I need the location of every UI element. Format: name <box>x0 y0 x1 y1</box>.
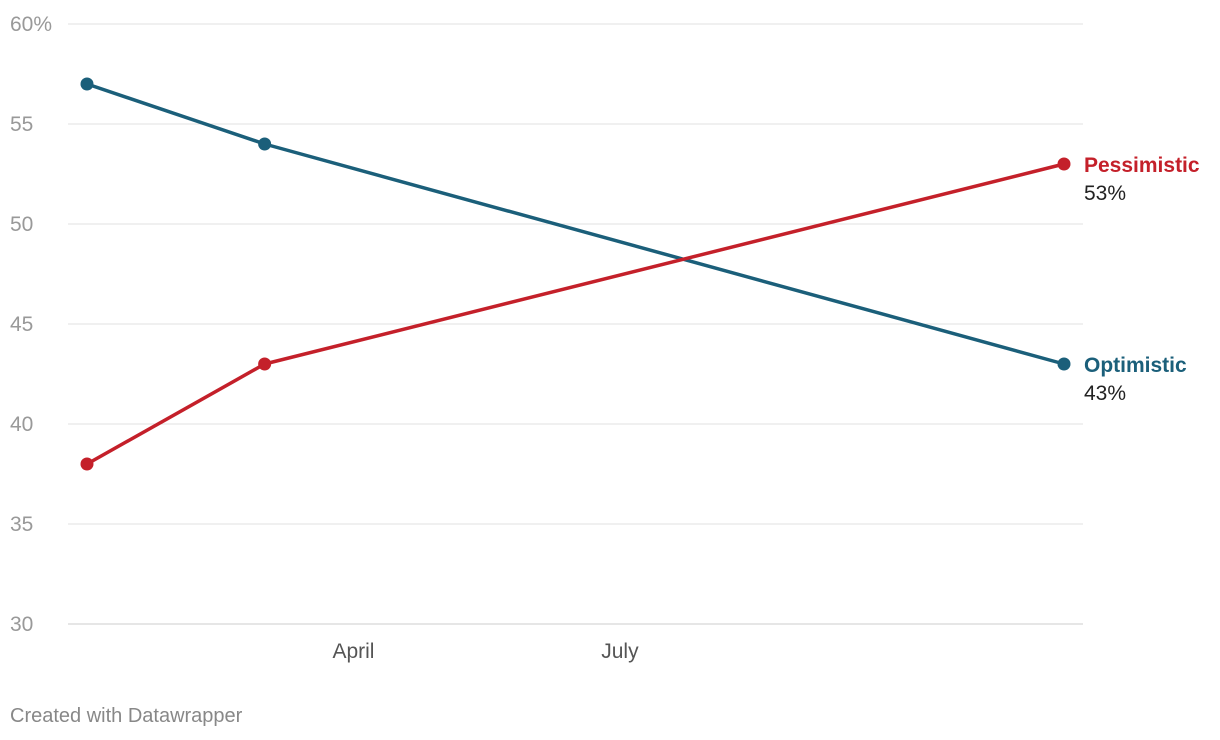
y-tick-label: 60% <box>10 13 52 36</box>
y-axis-ticks: 60% 55 50 45 40 35 30 <box>10 13 52 636</box>
optimistic-series-label: Optimistic <box>1084 354 1187 377</box>
gridlines <box>68 23 1083 625</box>
y-tick-label: 35 <box>10 513 33 536</box>
optimistic-end-value: 43% <box>1084 382 1126 405</box>
x-tick-label: April <box>332 640 374 663</box>
pessimistic-point <box>80 457 94 471</box>
y-tick-label: 50 <box>10 213 33 236</box>
y-tick-label: 45 <box>10 313 33 336</box>
pessimistic-line <box>86 162 1065 466</box>
line-chart: 60% 55 50 45 40 35 30 April July Optimistic 43% P… <box>10 13 1200 663</box>
pessimistic-end-value: 53% <box>1084 182 1126 205</box>
credit-text: Created with Datawrapper <box>10 705 243 727</box>
optimistic-point <box>1057 357 1071 371</box>
y-tick-label: 55 <box>10 113 33 136</box>
y-tick-label: 40 <box>10 413 33 436</box>
x-axis-ticks: April July <box>332 640 639 663</box>
pessimistic-point <box>258 357 272 371</box>
x-tick-label: July <box>601 640 639 663</box>
optimistic-point <box>80 77 94 91</box>
y-tick-label: 30 <box>10 613 33 636</box>
pessimistic-series-label: Pessimistic <box>1084 154 1200 177</box>
series-group: Optimistic 43% Pessimistic 53% <box>80 77 1200 471</box>
optimistic-point <box>258 137 272 151</box>
pessimistic-point <box>1057 157 1071 171</box>
